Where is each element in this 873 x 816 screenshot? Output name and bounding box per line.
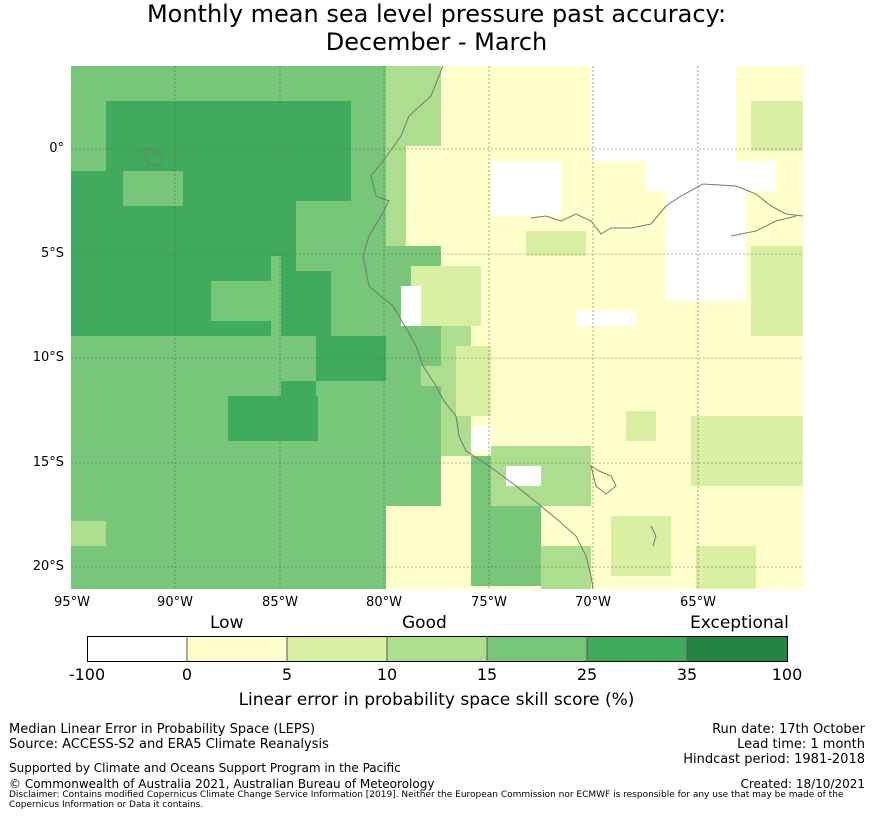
colorbar-title: Linear error in probability space skill …	[238, 690, 635, 710]
footer-created: Created: 18/10/2021	[740, 777, 865, 791]
footer-copyright: © Commonwealth of Australia 2021, Austra…	[9, 777, 435, 791]
coastline-south-america	[362, 66, 594, 589]
colorbar-segment	[187, 636, 287, 662]
map-zone	[471, 426, 491, 451]
colorbar-segment	[287, 636, 387, 662]
footer-run-date: Run date: 17th October	[712, 722, 865, 737]
lon-label-70w: 70°W	[575, 595, 611, 610]
lon-label-75w: 75°W	[471, 595, 507, 610]
map-zone	[421, 366, 451, 386]
map-zone	[491, 161, 561, 216]
map-zone	[611, 516, 671, 576]
map-zone	[751, 246, 803, 336]
legend-category-low: Low	[210, 613, 244, 633]
coastline-lake-titicaca	[590, 464, 617, 495]
map-zone	[296, 201, 351, 271]
map-zone	[541, 546, 591, 589]
lat-label-5s: 5°S	[40, 246, 64, 261]
colorbar-border	[87, 636, 788, 662]
lat-label-0: 0°	[49, 141, 64, 156]
coastline-amazon-tributary	[730, 215, 797, 237]
map-zone	[751, 101, 803, 151]
coastline-galapagos	[142, 147, 164, 167]
map-zone	[576, 311, 636, 326]
lon-label-90w: 90°W	[157, 595, 193, 610]
map-zone	[228, 396, 318, 441]
map-zone	[71, 521, 106, 546]
legend-category-exceptional: Exceptional	[690, 613, 789, 633]
coastline	[142, 66, 803, 589]
colorbar-tick: 5	[281, 665, 293, 684]
footer-support: Supported by Climate and Oceans Support …	[9, 761, 401, 775]
colorbar-tick: -100	[68, 665, 106, 684]
map-zone	[666, 191, 746, 301]
footer-method: Median Linear Error in Probability Space…	[9, 722, 316, 737]
footer-source: Source: ACCESS-S2 and ERA5 Climate Reana…	[9, 737, 329, 752]
colorbar-tick: 100	[771, 665, 803, 684]
map-zone	[526, 231, 586, 256]
title-line-2: December - March	[325, 28, 548, 56]
legend-category-good: Good	[402, 613, 447, 633]
footer-disclaimer-2: Copernicus Information or Data it contai…	[9, 800, 204, 810]
gridlines	[71, 66, 803, 589]
colorbar-segment	[487, 636, 587, 662]
footer-disclaimer-1: Disclaimer: Contains modified Copernicus…	[9, 790, 844, 800]
colorbar-dividers	[186, 636, 688, 662]
colorbar-tick: 15	[476, 665, 498, 684]
colorbar-tick: 0	[181, 665, 193, 684]
footer-lead-time: Lead time: 1 month	[737, 737, 865, 752]
colorbar-segment	[587, 636, 687, 662]
skill-map	[71, 66, 803, 589]
map-zone	[211, 281, 281, 321]
coastline-island	[650, 525, 657, 547]
map-zone	[691, 416, 803, 486]
colorbar-tick: 10	[376, 665, 398, 684]
map-zone	[316, 336, 386, 381]
map-zone	[123, 171, 183, 206]
map-zone	[591, 66, 736, 161]
map-zone	[646, 161, 776, 191]
colorbar-tick: 25	[576, 665, 598, 684]
map-zone	[626, 411, 656, 441]
colorbar	[87, 636, 788, 662]
map-zone	[411, 266, 481, 326]
map-zone	[456, 346, 491, 416]
map-zone	[386, 146, 406, 246]
colorbar-tick: 35	[676, 665, 698, 684]
lon-label-95w: 95°W	[54, 595, 90, 610]
map-zone	[506, 466, 541, 486]
lat-label-20s: 20°S	[32, 559, 64, 574]
colorbar-segment	[387, 636, 487, 662]
lon-label-85w: 85°W	[262, 595, 298, 610]
lat-label-10s: 10°S	[32, 350, 64, 365]
colorbar-segment	[687, 636, 787, 662]
title-line-1: Monthly mean sea level pressure past acc…	[146, 0, 727, 28]
coastline-amazon-river	[530, 183, 803, 235]
lat-label-15s: 15°S	[32, 455, 64, 470]
colorbar-segment	[87, 636, 187, 662]
map-cells	[71, 66, 803, 589]
map-zone	[696, 546, 756, 589]
lon-label-80w: 80°W	[366, 595, 402, 610]
map-zone	[386, 66, 441, 146]
lon-label-65w: 65°W	[680, 595, 716, 610]
page-title: Monthly mean sea level pressure past acc…	[0, 0, 873, 56]
map-zone	[401, 286, 421, 326]
footer-hindcast: Hindcast period: 1981-2018	[683, 752, 865, 767]
